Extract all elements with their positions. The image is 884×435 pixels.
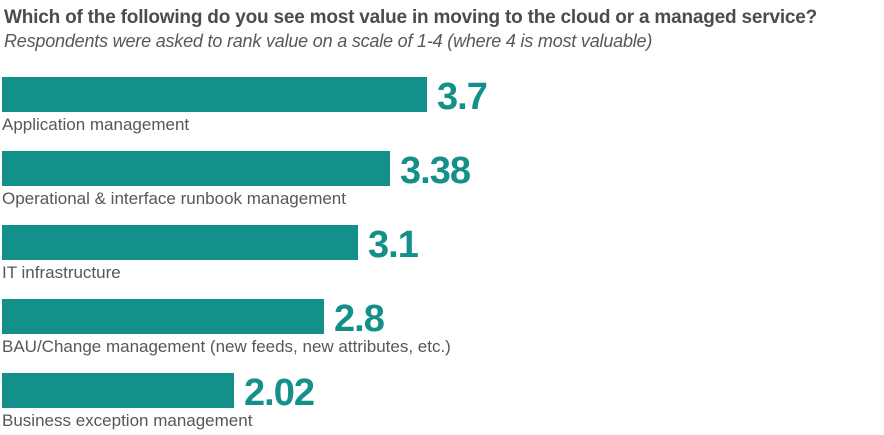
bar-value-label: 2.02 [244, 372, 315, 414]
bar-category-label: Application management [2, 115, 190, 134]
bar-line: 2.8 [2, 298, 880, 340]
bar-row: 3.38 Operational & interface runbook mana… [2, 151, 880, 209]
bar-category-label: Business exception management [2, 411, 253, 430]
chart-title: Which of the following do you see most v… [4, 7, 818, 28]
bar-line: 3.7 [2, 76, 880, 118]
bar-line: 3.1 [2, 224, 880, 266]
bar-row: 3.1 IT infrastructure [2, 225, 880, 283]
bar-line: 2.02 [2, 372, 880, 414]
bar-chart: 3.7 Application management 3.38 Operational… [2, 77, 880, 431]
bar [2, 225, 358, 260]
chart-subtitle: Respondents were asked to rank value on … [4, 31, 653, 51]
bar-row: 2.8 BAU/Change management (new feeds, new… [2, 299, 880, 357]
bar [2, 77, 427, 112]
bar-value-label: 3.38 [400, 150, 471, 192]
bar [2, 151, 390, 186]
bar-category-label: Operational & interface runbook manageme… [2, 189, 346, 208]
bar-row: 3.7 Application management [2, 77, 880, 135]
bar-value-label: 3.1 [368, 224, 419, 266]
bar [2, 299, 324, 334]
bar-value-label: 2.8 [334, 298, 385, 340]
bar-value-label: 3.7 [437, 76, 488, 118]
bar-line: 3.38 [2, 150, 880, 192]
bar-row: 2.02 Business exception management [2, 373, 880, 431]
bar-category-label: IT infrastructure [2, 263, 121, 282]
bar-category-label: BAU/Change management (new feeds, new at… [2, 337, 451, 356]
bar [2, 373, 234, 408]
